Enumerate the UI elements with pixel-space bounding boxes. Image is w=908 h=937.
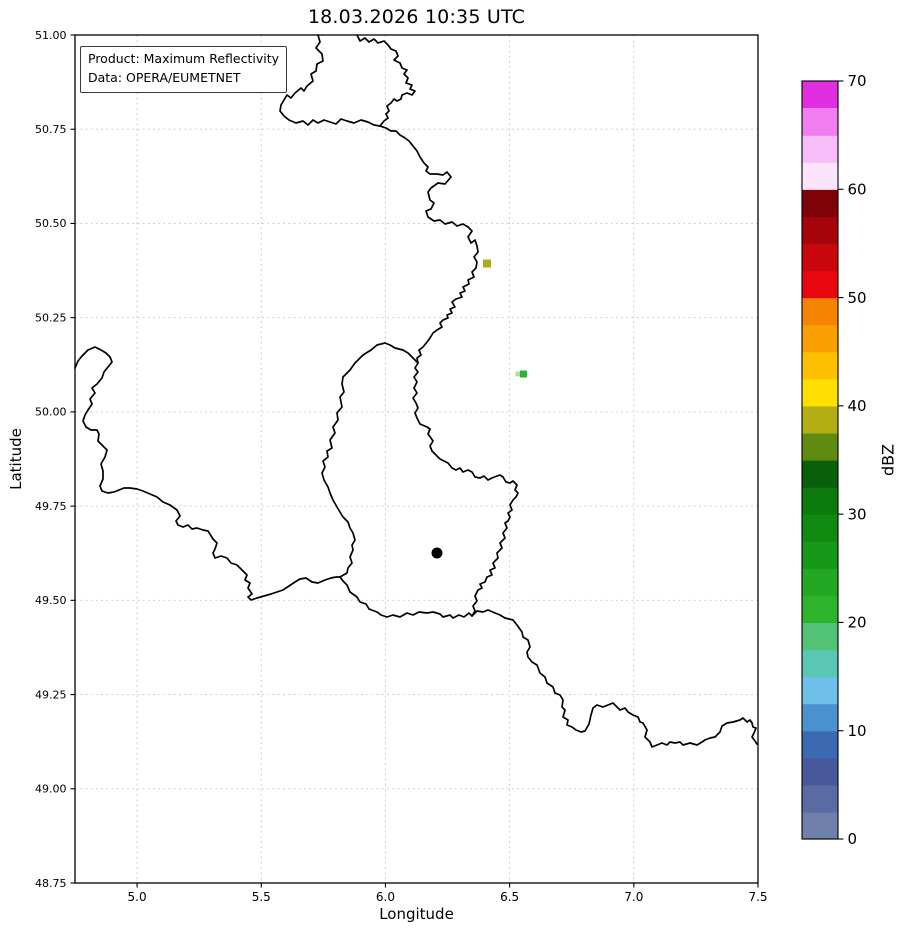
country-border-line — [74, 346, 341, 601]
colorbar-segment — [802, 189, 838, 217]
country-border-line — [471, 609, 758, 748]
colorbar-segment — [802, 595, 838, 624]
x-tick-label: 7.5 — [748, 890, 767, 904]
colorbar-segment — [802, 351, 838, 380]
x-tick-label: 5.5 — [252, 890, 271, 904]
colorbar-tick-label: 40 — [848, 397, 867, 415]
y-tick-label: 49.75 — [35, 500, 67, 513]
radar-echo-cell — [520, 370, 527, 378]
plot-background — [75, 35, 758, 883]
colorbar-segment — [802, 568, 838, 596]
colorbar-segment — [802, 378, 838, 407]
x-axis-label: Longitude — [379, 905, 454, 923]
colorbar-segment — [802, 216, 838, 245]
colorbar-segment — [802, 108, 838, 136]
radar-station-marker — [431, 547, 443, 559]
colorbar-segment — [802, 405, 838, 434]
country-borders — [74, 34, 758, 748]
axes-spines — [74, 34, 759, 884]
colorbar: 0 10 20 30 40 50 60 70 — [801, 72, 867, 848]
radar-echo-cell — [483, 259, 491, 268]
colorbar-segment — [802, 270, 838, 299]
colorbar-tick-label: 60 — [848, 180, 867, 198]
radar-echoes — [483, 259, 527, 378]
radar-echo-cell — [515, 371, 521, 377]
x-tick-label: 7.0 — [624, 890, 643, 904]
colorbar-outline — [801, 80, 839, 840]
y-axis-label: Latitude — [7, 428, 25, 490]
colorbar-tick-label: 10 — [848, 722, 867, 740]
country-border-line — [379, 125, 479, 364]
colorbar-tick-label: 50 — [848, 289, 867, 307]
colorbar-segment — [802, 460, 838, 488]
colorbar-segment — [802, 649, 838, 678]
y-tick-label: 50.75 — [35, 123, 67, 136]
y-tick-label: 49.25 — [35, 688, 67, 701]
x-tick-label: 6.5 — [500, 890, 519, 904]
colorbar-segment — [802, 324, 838, 353]
y-tick-label: 50.50 — [35, 217, 67, 230]
colorbar-segment — [802, 297, 838, 326]
x-tick-label: 5.0 — [128, 890, 147, 904]
colorbar-segment — [802, 541, 838, 569]
y-tick-label: 49.00 — [35, 783, 67, 796]
y-tick-label: 50.25 — [35, 311, 67, 324]
colorbar-segment — [802, 676, 838, 705]
info-box-product-line: Product: Maximum Reflectivity — [88, 51, 280, 66]
y-axis-ticks: 48.75 49.00 49.25 49.50 49.75 50.00 50.25 50.50… — [35, 29, 75, 890]
colorbar-segment — [802, 243, 838, 272]
info-box: Product: Maximum Reflectivity Data: OPER… — [80, 46, 288, 93]
colorbar-segment — [802, 811, 838, 840]
colorbar-segment — [802, 757, 838, 786]
colorbar-tick-label: 70 — [848, 72, 867, 90]
country-border-line — [321, 342, 519, 619]
colorbar-segment — [802, 135, 838, 163]
colorbar-segment — [802, 487, 838, 515]
colorbar-segment — [802, 703, 838, 732]
y-tick-label: 50.00 — [35, 406, 67, 419]
x-tick-label: 6.0 — [376, 890, 395, 904]
colorbar-tick-label: 20 — [848, 614, 867, 632]
colorbar-segment — [802, 784, 838, 813]
colorbar-segment — [802, 81, 838, 109]
colorbar-tick-label: 30 — [848, 505, 867, 523]
y-tick-label: 51.00 — [35, 29, 67, 42]
country-border-line — [279, 34, 381, 127]
colorbar-segment — [802, 162, 838, 190]
colorbar-tick-label: 0 — [848, 830, 858, 848]
y-tick-label: 48.75 — [35, 877, 67, 890]
x-axis-ticks: 5.0 5.5 6.0 6.5 7.0 7.5 — [128, 883, 768, 904]
country-border-line — [356, 34, 416, 127]
colorbar-segment — [802, 730, 838, 759]
colorbar-label: dBZ — [878, 443, 898, 477]
colorbar-segment — [802, 432, 838, 461]
y-tick-label: 49.50 — [35, 594, 67, 607]
colorbar-segment — [802, 514, 838, 542]
info-box-data-line: Data: OPERA/EUMETNET — [88, 69, 241, 85]
colorbar-segment — [802, 622, 838, 651]
plot-title: 18.03.2026 10:35 UTC — [307, 6, 526, 28]
